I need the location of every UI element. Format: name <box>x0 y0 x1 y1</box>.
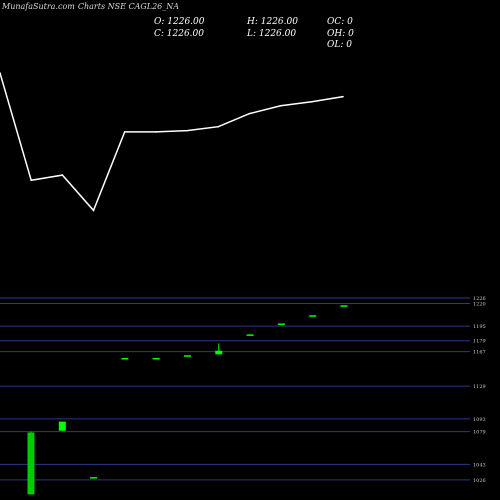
y-tick-label: 1195 <box>473 324 486 330</box>
candle-body <box>277 323 285 325</box>
candle-body <box>27 432 35 495</box>
ohlc-ol: OL: 0 <box>327 40 352 50</box>
line-point <box>217 125 220 128</box>
candle-body <box>340 305 348 307</box>
ohlc-open: O: 1226.00 <box>154 17 205 27</box>
ohlc-oc: OC: 0 <box>327 17 353 27</box>
y-tick-label: 1043 <box>473 462 486 468</box>
y-tick-label: 1179 <box>473 339 486 345</box>
candle-body <box>184 355 191 357</box>
y-tick-label: 1167 <box>473 350 486 356</box>
y-tick-label: 1079 <box>473 430 486 436</box>
candle-body <box>121 358 129 360</box>
line-point <box>342 95 344 98</box>
line-point <box>30 179 32 182</box>
line-point <box>155 131 157 133</box>
ohlc-low: L: 1226.00 <box>247 29 297 39</box>
y-tick-label: 1226 <box>473 296 486 302</box>
line-point <box>92 209 95 212</box>
ohlc-high: H: 1226.00 <box>247 17 298 27</box>
line-point <box>123 131 126 133</box>
candle-body <box>58 421 66 431</box>
line-point <box>311 101 313 103</box>
candle-body <box>309 315 317 317</box>
title-source: MunafaSutra.com <box>2 2 75 11</box>
candle-body <box>215 350 223 355</box>
y-tick-label: 1220 <box>473 301 486 307</box>
candle-body <box>152 358 160 360</box>
candle-body <box>246 334 254 336</box>
line-point <box>186 129 188 132</box>
line-point <box>61 174 64 176</box>
line-point <box>0 72 1 74</box>
chart-title: MunafaSutra.com Charts NSE CAGL26_NA <box>2 2 182 11</box>
line-point <box>279 104 282 107</box>
price-line <box>0 72 344 212</box>
ohlc-oh: OH: 0 <box>327 29 354 39</box>
y-tick-label: 1026 <box>473 478 486 484</box>
line-point <box>248 112 251 115</box>
y-tick-label: 1129 <box>473 384 486 390</box>
y-tick-label: 1093 <box>473 417 486 423</box>
candle-body <box>90 477 98 479</box>
ohlc-close: C: 1226.00 <box>154 29 204 39</box>
title-label: Charts NSE CAGL26_NA <box>77 2 180 11</box>
